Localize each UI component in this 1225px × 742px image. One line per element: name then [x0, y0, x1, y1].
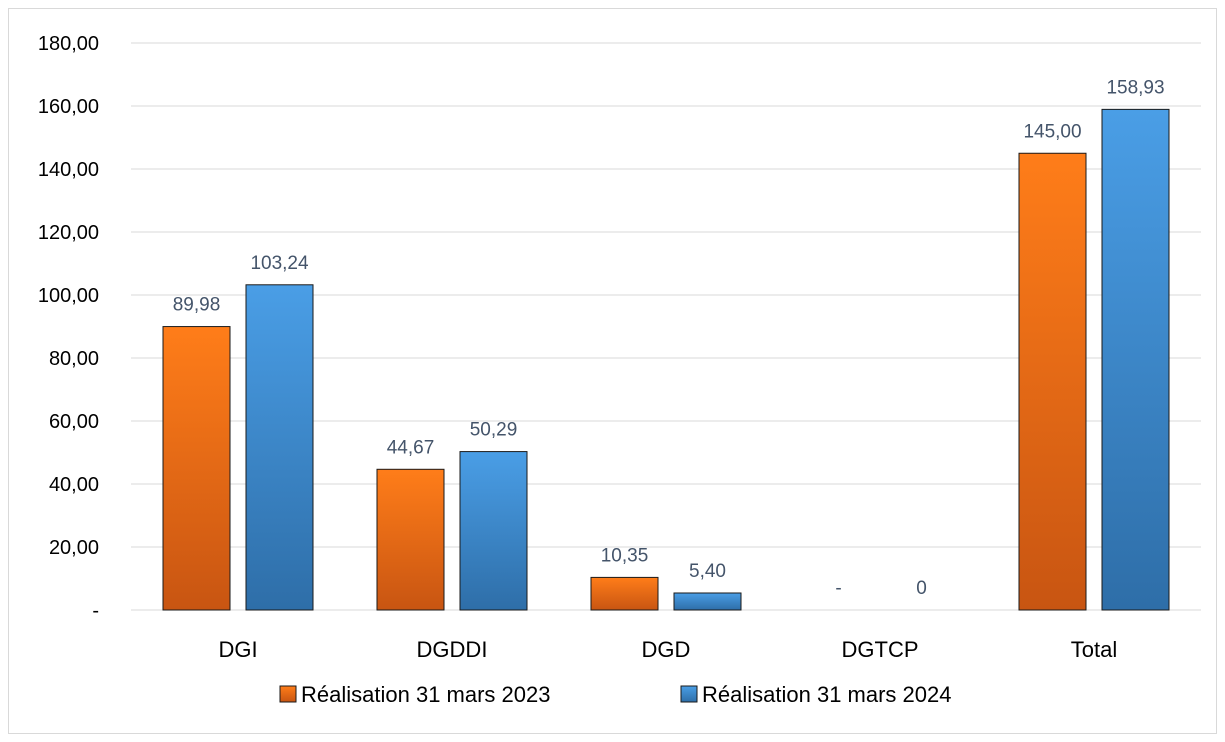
bars [162, 108, 1170, 611]
x-tick-label: DGDDI [417, 637, 488, 662]
y-axis: - 20,00 40,00 60,00 80,00 100,00 120,00 140,00 1… [38, 33, 99, 622]
legend-label: Réalisation 31 mars 2023 [301, 682, 550, 707]
y-tick-label: 100,00 [38, 285, 99, 307]
bar-dgddi-series-2 [459, 451, 528, 611]
bar-dgi-series-2 [245, 284, 314, 611]
legend-label: Réalisation 31 mars 2024 [702, 682, 951, 707]
y-tick-label: 180,00 [38, 33, 99, 55]
y-tick-label: 40,00 [49, 474, 99, 496]
data-label: 50,29 [470, 420, 518, 441]
legend-swatch [279, 685, 297, 703]
bar-dgd-series-1 [590, 576, 659, 611]
legend-swatch [680, 685, 698, 703]
bar-total-series-1 [1018, 152, 1087, 611]
bar-dgddi-series-1 [376, 468, 445, 611]
data-label: 145,00 [1023, 121, 1081, 142]
x-tick-label: DGD [642, 637, 691, 662]
bar-chart: - 20,00 40,00 60,00 80,00 100,00 120,00 140,00 1… [38, 33, 1201, 707]
x-tick-label: DGTCP [842, 637, 919, 662]
data-label: 5,40 [689, 561, 726, 582]
data-labels: 89,98 103,24 44,67 50,29 10,35 5,40 - 0 145,00 15… [173, 77, 1165, 599]
y-tick-label: 60,00 [49, 411, 99, 433]
y-tick-label: 160,00 [38, 96, 99, 118]
bar-total-series-2 [1101, 108, 1170, 611]
x-tick-label: Total [1071, 637, 1117, 662]
bar-dgd-series-2 [673, 592, 742, 611]
data-label: - [835, 578, 841, 599]
bar-dgi-series-1 [162, 326, 231, 611]
data-label: 89,98 [173, 295, 221, 316]
y-tick-label: 20,00 [49, 537, 99, 559]
y-tick-label: 80,00 [49, 348, 99, 370]
chart-frame: - 20,00 40,00 60,00 80,00 100,00 120,00 140,00 1… [8, 8, 1217, 734]
data-label: 158,93 [1106, 77, 1164, 98]
y-tick-label: 120,00 [38, 222, 99, 244]
legend: Réalisation 31 mars 2023 Réalisation 31 m… [279, 682, 951, 707]
x-axis: DGI DGDDI DGD DGTCP Total [218, 637, 1117, 662]
data-label: 103,24 [250, 253, 309, 274]
y-tick-label: 140,00 [38, 159, 99, 181]
y-tick-label: - [92, 600, 99, 622]
data-label: 10,35 [601, 545, 649, 566]
x-tick-label: DGI [218, 637, 257, 662]
data-label: 44,67 [387, 437, 435, 458]
data-label: 0 [916, 578, 927, 599]
